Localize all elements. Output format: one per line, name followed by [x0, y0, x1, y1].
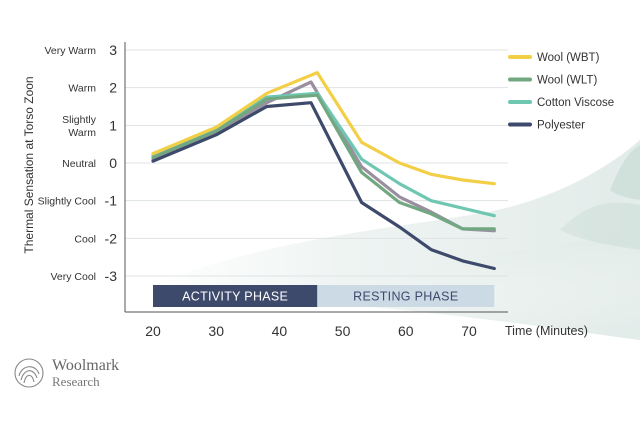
phase-bars: ACTIVITY PHASE RESTING PHASE — [153, 285, 495, 307]
woolmark-logo: Woolmark Research — [12, 356, 119, 390]
phase-label: ACTIVITY PHASE — [182, 290, 288, 304]
phase-label: RESTING PHASE — [353, 290, 458, 304]
woolmark-icon — [14, 358, 44, 388]
x-tick-label: 20 — [145, 323, 161, 339]
series-line-cotton-viscose — [151, 91, 496, 218]
series-lines — [151, 71, 496, 271]
y-tick-label: 1 — [109, 117, 117, 133]
legend-label: Wool (WBT) — [537, 52, 600, 64]
x-axis-labels: 20 30 40 50 60 70 Time (Minutes) — [145, 323, 588, 339]
y-tick-label: 2 — [109, 80, 117, 96]
sensation-label: Neutral — [62, 158, 96, 170]
sensation-label: Slightly Cool — [38, 196, 96, 208]
x-tick-label: 60 — [398, 323, 414, 339]
y-tick-label: 3 — [109, 42, 117, 58]
background-decoration — [140, 140, 640, 340]
x-tick-label: 40 — [272, 323, 288, 339]
x-tick-label: 70 — [461, 323, 477, 339]
sensation-label: Very Cool — [50, 271, 96, 283]
brand-sub: Research — [52, 374, 100, 389]
sensation-label: Cool — [74, 233, 96, 245]
phase-bar — [153, 285, 318, 307]
y-tick-label: -1 — [105, 193, 118, 209]
x-axis-title: Time (Minutes) — [505, 324, 588, 338]
series-line-wool-wbt — [151, 71, 496, 186]
legend-label: Wool (WLT) — [537, 75, 597, 87]
series-line-wool-wlt — [151, 93, 496, 231]
legend-label: Cotton Viscose — [537, 97, 614, 109]
y-tick-label: -3 — [105, 268, 118, 284]
sensation-label: Warm — [68, 83, 96, 95]
series-line-polyester — [151, 101, 496, 271]
sensation-label: Slightly — [62, 114, 97, 126]
sensation-label: Very Warm — [44, 45, 96, 57]
grid — [125, 49, 508, 277]
legend: Wool (WBT) Wool (WLT) Cotton Viscose Polyes… — [508, 52, 614, 132]
y-tick-label: 0 — [109, 155, 117, 171]
axes — [124, 42, 508, 313]
y-axis-title: Thermal Sensation at Torso Zoon — [22, 76, 36, 253]
phase-bar — [317, 285, 495, 307]
sensation-label: Warm — [68, 127, 96, 139]
y-tick-label: -2 — [105, 230, 118, 246]
x-tick-label: 30 — [208, 323, 224, 339]
brand-name: Woolmark — [52, 357, 120, 374]
x-tick-label: 50 — [335, 323, 351, 339]
legend-label: Polyester — [537, 120, 585, 132]
